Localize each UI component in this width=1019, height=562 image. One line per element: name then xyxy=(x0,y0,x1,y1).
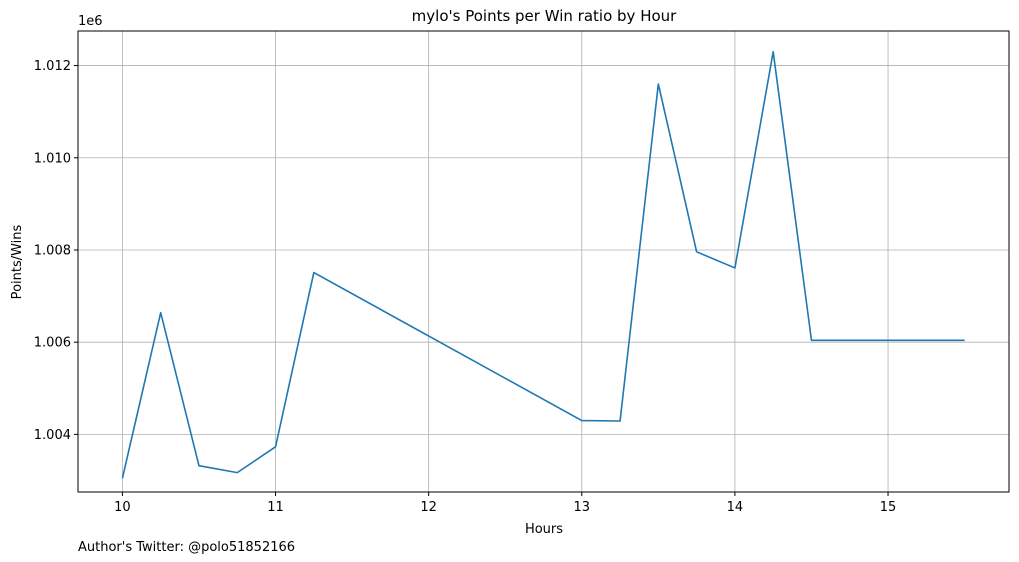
x-tick-label: 13 xyxy=(574,500,591,515)
x-tick-label: 11 xyxy=(267,500,284,515)
x-tick-label: 14 xyxy=(727,500,744,515)
chart-title: mylo's Points per Win ratio by Hour xyxy=(412,7,677,25)
x-tick-label: 12 xyxy=(420,500,437,515)
y-tick-label: 1.008 xyxy=(34,243,71,258)
x-axis-title: Hours xyxy=(525,522,563,537)
y-offset-label: 1e6 xyxy=(78,14,103,29)
y-tick-label: 1.010 xyxy=(34,151,71,166)
plot-frame xyxy=(77,30,1010,493)
y-tick-label: 1.012 xyxy=(34,59,71,74)
x-axis-ticks: 10 11 12 13 14 15 xyxy=(114,492,896,515)
y-tick-label: 1.006 xyxy=(34,336,71,351)
author-footer: Author's Twitter: @polo51852166 xyxy=(78,540,295,555)
y-tick-label: 1.004 xyxy=(34,428,71,443)
x-tick-label: 10 xyxy=(114,500,131,515)
x-tick-label: 15 xyxy=(880,500,897,515)
y-axis-ticks: 1.004 1.006 1.008 1.010 1.012 xyxy=(34,59,78,443)
y-axis-title: Points/Wins xyxy=(10,224,25,299)
grid-lines xyxy=(78,31,1009,492)
series-layer xyxy=(121,50,965,479)
